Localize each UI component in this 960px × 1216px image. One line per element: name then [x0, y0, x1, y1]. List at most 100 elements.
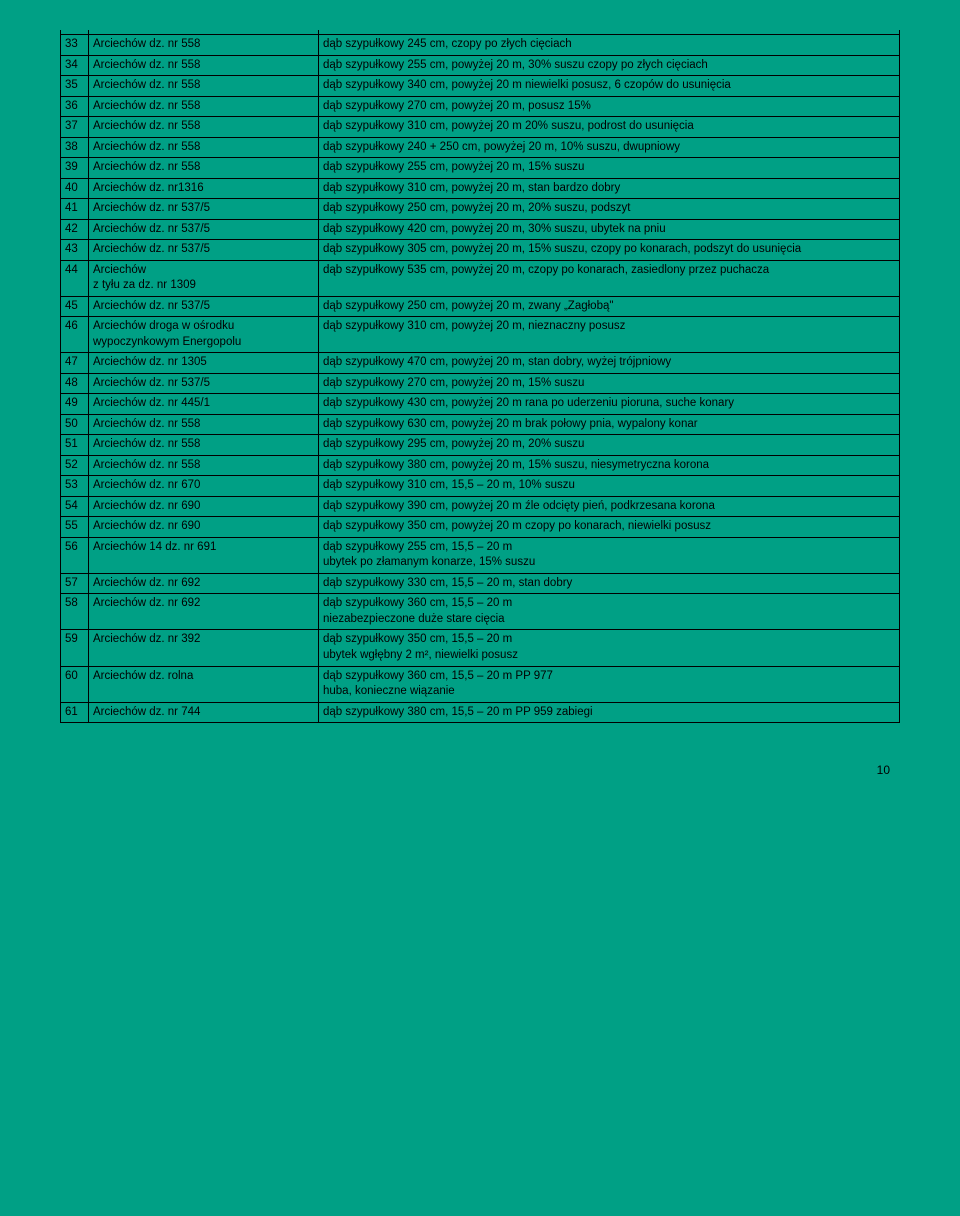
table-row: 48Arciechów dz. nr 537/5dąb szypułkowy 2… [61, 373, 900, 394]
row-number: 59 [61, 630, 89, 666]
row-location: Arciechów dz. nr 558 [89, 158, 319, 179]
row-number: 61 [61, 702, 89, 723]
row-location: Arciechów dz. nr 537/5 [89, 373, 319, 394]
row-number: 49 [61, 394, 89, 415]
row-number: 51 [61, 435, 89, 456]
row-number: 57 [61, 573, 89, 594]
row-location: Arciechów 14 dz. nr 691 [89, 537, 319, 573]
table-row: 55Arciechów dz. nr 690dąb szypułkowy 350… [61, 517, 900, 538]
row-description: dąb szypułkowy 350 cm, 15,5 – 20 m ubyte… [319, 630, 900, 666]
row-location: Arciechów dz. nr 558 [89, 96, 319, 117]
row-description: dąb szypułkowy 360 cm, 15,5 – 20 m nieza… [319, 594, 900, 630]
row-number: 53 [61, 476, 89, 497]
row-number: 45 [61, 296, 89, 317]
row-location: Arciechów dz. nr 744 [89, 702, 319, 723]
table-row: 43Arciechów dz. nr 537/5dąb szypułkowy 3… [61, 240, 900, 261]
row-location: Arciechów dz. nr1316 [89, 178, 319, 199]
row-number: 40 [61, 178, 89, 199]
row-location: Arciechów dz. nr 558 [89, 435, 319, 456]
table-row: 33Arciechów dz. nr 558dąb szypułkowy 245… [61, 35, 900, 56]
row-description: dąb szypułkowy 270 cm, powyżej 20 m, pos… [319, 96, 900, 117]
row-location: Arciechów dz. nr 692 [89, 573, 319, 594]
row-location: Arciechów dz. nr 445/1 [89, 394, 319, 415]
row-description: dąb szypułkowy 330 cm, 15,5 – 20 m, stan… [319, 573, 900, 594]
table-row: 36Arciechów dz. nr 558dąb szypułkowy 270… [61, 96, 900, 117]
row-number: 39 [61, 158, 89, 179]
row-number: 47 [61, 353, 89, 374]
row-description: dąb szypułkowy 310 cm, powyżej 20 m 20% … [319, 117, 900, 138]
row-number: 54 [61, 496, 89, 517]
row-description: dąb szypułkowy 310 cm, powyżej 20 m, nie… [319, 317, 900, 353]
row-description: dąb szypułkowy 380 cm, 15,5 – 20 m PP 95… [319, 702, 900, 723]
row-description: dąb szypułkowy 240 + 250 cm, powyżej 20 … [319, 137, 900, 158]
table-row: 37Arciechów dz. nr 558dąb szypułkowy 310… [61, 117, 900, 138]
row-location: Arciechów dz. nr 537/5 [89, 240, 319, 261]
table-row: 50Arciechów dz. nr 558dąb szypułkowy 630… [61, 414, 900, 435]
table-row: 56Arciechów 14 dz. nr 691dąb szypułkowy … [61, 537, 900, 573]
table-row: 42Arciechów dz. nr 537/5dąb szypułkowy 4… [61, 219, 900, 240]
row-location: Arciechów dz. nr 558 [89, 414, 319, 435]
row-description: dąb szypułkowy 250 cm, powyżej 20 m, zwa… [319, 296, 900, 317]
row-description: dąb szypułkowy 270 cm, powyżej 20 m, 15%… [319, 373, 900, 394]
row-number: 52 [61, 455, 89, 476]
row-description: dąb szypułkowy 255 cm, powyżej 20 m, 30%… [319, 55, 900, 76]
row-description: dąb szypułkowy 380 cm, powyżej 20 m, 15%… [319, 455, 900, 476]
row-location: Arciechów dz. nr 690 [89, 496, 319, 517]
table-row: 57Arciechów dz. nr 692dąb szypułkowy 330… [61, 573, 900, 594]
table-row: 35Arciechów dz. nr 558dąb szypułkowy 340… [61, 76, 900, 97]
row-number: 43 [61, 240, 89, 261]
row-description: dąb szypułkowy 255 cm, 15,5 – 20 m ubyte… [319, 537, 900, 573]
table-row: 60Arciechów dz. rolnadąb szypułkowy 360 … [61, 666, 900, 702]
row-description: dąb szypułkowy 390 cm, powyżej 20 m źle … [319, 496, 900, 517]
row-location: Arciechów dz. nr 670 [89, 476, 319, 497]
row-location: Arciechów dz. nr 558 [89, 455, 319, 476]
row-location: Arciechów dz. nr 392 [89, 630, 319, 666]
row-description: dąb szypułkowy 245 cm, czopy po złych ci… [319, 35, 900, 56]
row-location: Arciechów dz. nr 558 [89, 55, 319, 76]
row-description: dąb szypułkowy 470 cm, powyżej 20 m, sta… [319, 353, 900, 374]
row-description: dąb szypułkowy 420 cm, powyżej 20 m, 30%… [319, 219, 900, 240]
row-number: 33 [61, 35, 89, 56]
row-description: dąb szypułkowy 430 cm, powyżej 20 m rana… [319, 394, 900, 415]
table-row: 39Arciechów dz. nr 558dąb szypułkowy 255… [61, 158, 900, 179]
table-row: 58Arciechów dz. nr 692dąb szypułkowy 360… [61, 594, 900, 630]
row-location: Arciechów dz. nr 558 [89, 76, 319, 97]
row-description: dąb szypułkowy 350 cm, powyżej 20 m czop… [319, 517, 900, 538]
row-number: 41 [61, 199, 89, 220]
row-number: 44 [61, 260, 89, 296]
table-row: 61Arciechów dz. nr 744dąb szypułkowy 380… [61, 702, 900, 723]
row-description: dąb szypułkowy 250 cm, powyżej 20 m, 20%… [319, 199, 900, 220]
table-row: 44Arciechów z tyłu za dz. nr 1309dąb szy… [61, 260, 900, 296]
table-row: 38Arciechów dz. nr 558dąb szypułkowy 240… [61, 137, 900, 158]
row-description: dąb szypułkowy 360 cm, 15,5 – 20 m PP 97… [319, 666, 900, 702]
row-description: dąb szypułkowy 630 cm, powyżej 20 m brak… [319, 414, 900, 435]
row-location: Arciechów dz. nr 558 [89, 117, 319, 138]
table-row: 52Arciechów dz. nr 558dąb szypułkowy 380… [61, 455, 900, 476]
row-location: Arciechów dz. nr 537/5 [89, 219, 319, 240]
row-location: Arciechów dz. rolna [89, 666, 319, 702]
table-row: 54Arciechów dz. nr 690dąb szypułkowy 390… [61, 496, 900, 517]
row-number: 55 [61, 517, 89, 538]
row-number: 37 [61, 117, 89, 138]
row-location: Arciechów dz. nr 537/5 [89, 296, 319, 317]
table-row: 53Arciechów dz. nr 670dąb szypułkowy 310… [61, 476, 900, 497]
row-location: Arciechów dz. nr 558 [89, 137, 319, 158]
page-number: 10 [60, 723, 900, 777]
row-location: Arciechów z tyłu za dz. nr 1309 [89, 260, 319, 296]
table-row: 47Arciechów dz. nr 1305dąb szypułkowy 47… [61, 353, 900, 374]
row-number: 58 [61, 594, 89, 630]
table-row: 40Arciechów dz. nr1316dąb szypułkowy 310… [61, 178, 900, 199]
row-location: Arciechów droga w ośrodku wypoczynkowym … [89, 317, 319, 353]
row-description: dąb szypułkowy 535 cm, powyżej 20 m, czo… [319, 260, 900, 296]
row-location: Arciechów dz. nr 537/5 [89, 199, 319, 220]
table-row: 41Arciechów dz. nr 537/5dąb szypułkowy 2… [61, 199, 900, 220]
row-number: 60 [61, 666, 89, 702]
row-number: 35 [61, 76, 89, 97]
row-description: dąb szypułkowy 255 cm, powyżej 20 m, 15%… [319, 158, 900, 179]
table-row: 51Arciechów dz. nr 558dąb szypułkowy 295… [61, 435, 900, 456]
row-number: 42 [61, 219, 89, 240]
row-number: 36 [61, 96, 89, 117]
table-row: 46Arciechów droga w ośrodku wypoczynkowy… [61, 317, 900, 353]
row-number: 56 [61, 537, 89, 573]
row-description: dąb szypułkowy 295 cm, powyżej 20 m, 20%… [319, 435, 900, 456]
